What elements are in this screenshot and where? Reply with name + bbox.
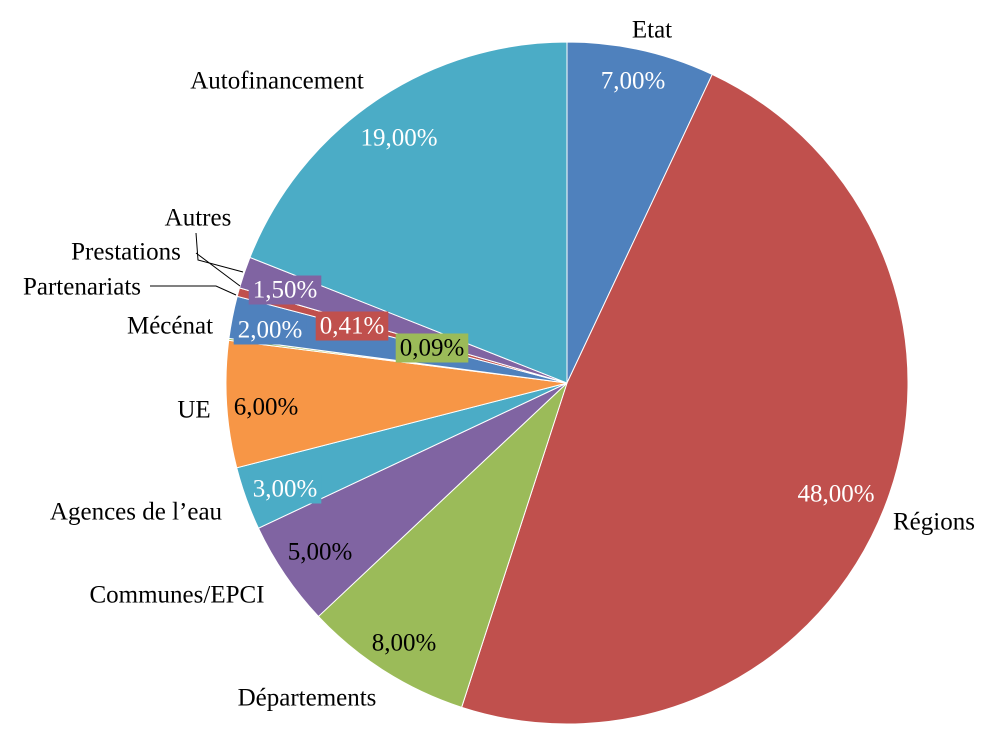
value-label-7: 2,00% (233, 315, 307, 345)
value-text-10: 1,50% (253, 277, 318, 304)
value-label-6: 0,09% (395, 333, 469, 363)
value-label-bg-8 (315, 311, 389, 341)
value-text-3: 5,00% (288, 539, 353, 566)
value-text-0: 7,00% (601, 68, 666, 95)
value-label-bg-10 (248, 275, 322, 305)
value-label-bg-7 (233, 315, 307, 345)
value-label-10: 1,50% (248, 275, 322, 305)
pie-slice-5 (225, 339, 568, 469)
value-label-8: 0,41% (315, 311, 389, 341)
value-text-5: 6,00% (234, 394, 299, 421)
leader-line-9 (195, 252, 241, 287)
value-label-5: 6,00% (234, 394, 299, 421)
category-label-1: Régions (893, 509, 975, 536)
value-text-1: 48,00% (797, 481, 874, 508)
value-label-bg-6 (395, 333, 469, 363)
value-label-4: 3,00% (248, 474, 322, 504)
value-text-11: 19,00% (360, 125, 437, 152)
value-text-7: 2,00% (238, 317, 303, 344)
pie-slice-2 (317, 382, 568, 708)
value-label-2: 8,00% (372, 630, 437, 657)
value-label-1: 48,00% (797, 481, 874, 508)
category-label-11: Autofinancement (190, 68, 364, 95)
leader-lines (150, 232, 244, 296)
leader-line-8 (150, 285, 237, 296)
category-label-10: Autres (165, 205, 232, 232)
pie-slice-0 (566, 41, 713, 384)
value-label-0: 7,00% (601, 68, 666, 95)
pie-labels: Etat 7,00% Régions 48,00% Départements 8,00% C… (23, 17, 975, 712)
category-label-3: Communes/EPCI (89, 582, 264, 609)
value-label-11: 19,00% (360, 125, 437, 152)
value-text-4: 3,00% (253, 476, 318, 503)
category-label-8: Partenariats (23, 274, 141, 301)
value-text-8: 0,41% (320, 313, 385, 340)
category-label-9: Prestations (71, 239, 181, 266)
value-label-3: 5,00% (288, 539, 353, 566)
category-label-0: Etat (632, 17, 672, 44)
pie-slice-1 (460, 73, 909, 725)
pie-slices (225, 41, 909, 725)
category-label-4: Agences de l’eau (50, 499, 223, 526)
value-text-6: 0,09% (400, 335, 465, 362)
pie-slice-11 (249, 41, 568, 384)
category-label-5: UE (177, 397, 210, 424)
value-text-2: 8,00% (372, 630, 437, 657)
value-label-bg-4 (248, 474, 322, 504)
category-label-2: Départements (238, 685, 377, 712)
leader-line-10 (195, 232, 244, 273)
category-label-7: Mécénat (127, 313, 213, 340)
